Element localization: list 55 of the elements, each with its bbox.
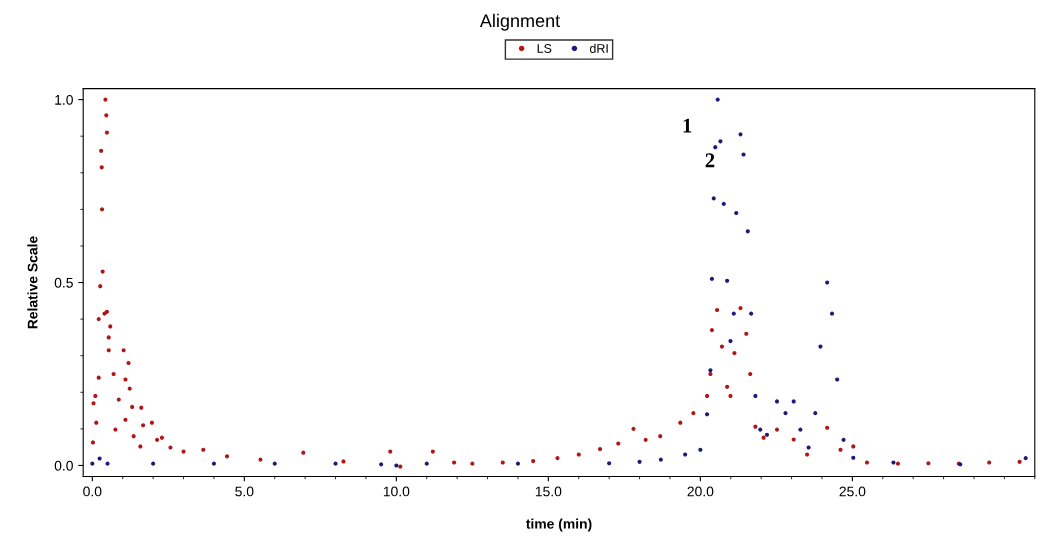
point: [721, 201, 726, 206]
point: [841, 437, 846, 442]
chart-title: Alignment: [479, 13, 561, 31]
point: [813, 411, 818, 416]
legend-label: dRI: [589, 43, 608, 53]
y-tick-label: 0.0: [54, 460, 73, 471]
point: [90, 461, 95, 466]
x-tick-label: 0.0: [83, 486, 102, 497]
point: [745, 229, 750, 234]
point: [829, 311, 835, 316]
point: [825, 280, 830, 285]
point: [725, 278, 730, 283]
point: [774, 399, 780, 404]
point: [709, 276, 715, 281]
point: [711, 196, 716, 201]
x-tick-label: 15.0: [535, 486, 562, 497]
point: [734, 210, 739, 216]
y-axis-title: Relative Scale: [27, 236, 38, 329]
point: [607, 461, 612, 466]
point: [658, 457, 663, 462]
point: [515, 461, 521, 466]
point: [708, 368, 713, 373]
legend-label: LS: [537, 44, 552, 53]
y-tick-label: 0.5: [54, 277, 73, 288]
point: [272, 461, 277, 466]
point: [704, 412, 710, 417]
point: [211, 461, 217, 466]
point: [764, 432, 770, 437]
y-tick-label: 1.0: [55, 94, 73, 105]
point: [683, 452, 688, 457]
point: [424, 461, 429, 466]
point: [758, 427, 763, 432]
point: [835, 377, 840, 382]
x-tick-label: 5.0: [235, 486, 254, 497]
point: [818, 344, 823, 349]
point: [851, 455, 856, 460]
x-tick-label: 25.0: [839, 486, 866, 497]
x-tick-label: 10.0: [383, 486, 410, 497]
x-tick-label: 20.0: [687, 486, 714, 497]
annotation: 1: [683, 118, 692, 133]
point: [731, 311, 736, 316]
point: [741, 152, 746, 157]
point: [379, 462, 384, 467]
point: [715, 97, 720, 102]
point: [637, 459, 642, 464]
point: [753, 393, 758, 399]
point: [728, 338, 733, 344]
point: [698, 447, 703, 452]
point: [749, 311, 754, 316]
annotation: 2: [705, 153, 715, 168]
point: [713, 145, 718, 150]
point: [783, 411, 788, 416]
x-axis-title: time (min): [525, 518, 592, 532]
point: [1023, 456, 1028, 461]
point: [151, 461, 156, 466]
